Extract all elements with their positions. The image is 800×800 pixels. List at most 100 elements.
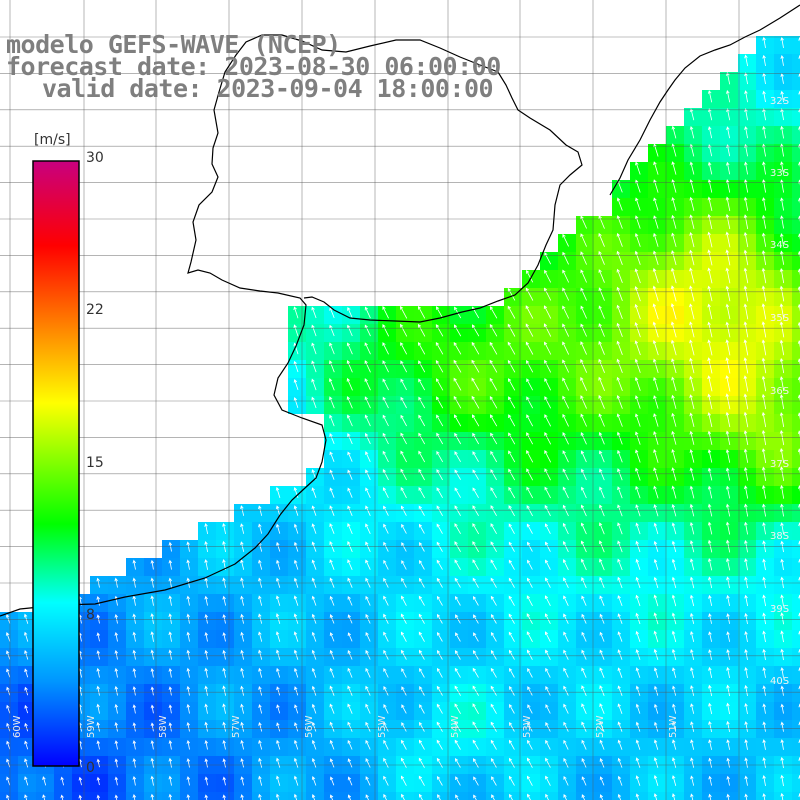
wind-arrow [401, 704, 407, 714]
wind-arrow [24, 758, 29, 768]
wind-arrow [708, 666, 713, 678]
wind-arrow [275, 631, 281, 642]
wind-arrow [293, 775, 299, 786]
wind-arrow [311, 667, 317, 678]
wind-arrow [780, 161, 784, 175]
wind-arrow [204, 739, 209, 750]
wind-arrow [599, 468, 605, 481]
wind-arrow [508, 559, 515, 570]
wind-arrow [708, 702, 713, 715]
wind-arrow [490, 685, 497, 696]
wind-arrow [545, 722, 551, 732]
wind-arrow [707, 393, 713, 410]
wind-arrow [744, 793, 748, 800]
wind-arrow [671, 485, 677, 499]
wind-arrow [780, 108, 784, 121]
wind-arrow [365, 432, 371, 445]
wind-arrow [400, 378, 407, 391]
wind-arrow [258, 739, 263, 750]
wind-arrow [634, 321, 641, 338]
wind-arrow [544, 450, 552, 463]
wind-arrow [744, 721, 748, 732]
wind-arrow [114, 667, 119, 678]
wind-arrow [347, 650, 353, 660]
wind-arrow [707, 249, 713, 266]
wind-arrow [329, 469, 335, 480]
wind-arrow [454, 432, 462, 445]
wind-arrow [490, 523, 497, 534]
wind-arrow [580, 233, 587, 247]
wind-arrow [276, 686, 281, 696]
wind-cell [792, 54, 800, 72]
wind-arrow [276, 523, 281, 534]
wind-arrow [508, 595, 515, 606]
wind-arrow [527, 541, 533, 552]
wind-cell [792, 198, 800, 216]
wind-arrow [418, 595, 425, 606]
wind-arrow [6, 722, 11, 732]
wind-arrow [6, 758, 11, 768]
wind-arrow [652, 285, 659, 302]
wind-arrow [689, 521, 695, 535]
wind-arrow [150, 740, 155, 750]
colorbar-tick-8: 8 [86, 607, 95, 623]
wind-cell [792, 720, 800, 738]
coastline [0, 4, 800, 617]
wind-arrow [598, 323, 605, 337]
wind-arrow [616, 232, 623, 247]
wind-arrow [744, 594, 748, 607]
wind-arrow [132, 613, 137, 624]
wind-arrow [204, 667, 208, 678]
wind-arrow [635, 504, 641, 517]
wind-arrow [96, 650, 101, 660]
wind-arrow [455, 632, 461, 642]
wind-arrow [471, 341, 480, 355]
wind-arrow [544, 396, 552, 409]
wind-arrow [580, 305, 587, 319]
wind-arrow [150, 775, 155, 786]
wind-arrow [400, 305, 408, 319]
wind-arrow [690, 667, 695, 678]
wind-arrow [599, 486, 605, 499]
wind-arrow [598, 287, 605, 301]
wind-arrow [762, 703, 767, 714]
wind-cell [792, 126, 800, 144]
wind-cell [792, 612, 800, 630]
wind-arrow [258, 721, 263, 732]
wind-arrow [671, 358, 677, 374]
wind-arrow [761, 448, 767, 464]
wind-cell [90, 792, 108, 800]
wind-arrow [490, 739, 497, 750]
wind-arrow [744, 739, 748, 750]
wind-arrow [490, 487, 497, 498]
wind-arrow [653, 667, 659, 678]
wind-cell [792, 504, 800, 522]
wind-arrow [382, 432, 389, 445]
lon-label: 59W [86, 715, 97, 738]
wind-arrow [708, 594, 713, 606]
wind-arrow [671, 214, 677, 229]
wind-arrow [707, 357, 713, 374]
wind-arrow [186, 685, 191, 696]
wind-arrow [653, 774, 659, 787]
wind-arrow [507, 305, 516, 319]
wind-arrow [671, 196, 677, 211]
wind-arrow [453, 395, 462, 409]
wind-arrow [365, 451, 371, 462]
wind-arrow [96, 667, 100, 678]
wind-arrow [240, 505, 245, 516]
wind-arrow [24, 794, 28, 800]
wind-arrow [544, 359, 552, 373]
wind-arrow [689, 303, 695, 320]
wind-arrow [329, 360, 335, 373]
wind-arrow [761, 429, 767, 446]
wind-arrow [690, 739, 695, 750]
wind-arrow [545, 631, 551, 642]
wind-arrow [726, 576, 730, 589]
wind-arrow [744, 684, 748, 696]
wind-arrow [508, 523, 515, 534]
wind-arrow [726, 521, 731, 535]
wind-arrow [634, 250, 641, 265]
wind-arrow [419, 523, 425, 534]
wind-cell [522, 792, 540, 800]
